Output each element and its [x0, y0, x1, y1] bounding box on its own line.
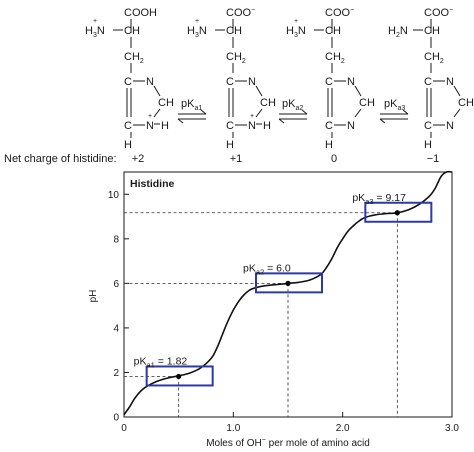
ring-ch: CH	[359, 97, 375, 109]
ring-h-left: H	[325, 139, 333, 151]
ring-ch: CH	[158, 97, 174, 109]
pka-point	[285, 280, 291, 286]
amino-group: H3N	[286, 25, 306, 39]
ring-ch: CH	[260, 97, 276, 109]
ring-nitrogen-top: N	[446, 76, 454, 88]
methylene-group: CH2	[226, 51, 246, 65]
ring-carbon-bottom: C	[424, 120, 432, 132]
x-tick-label: 1.0	[226, 423, 240, 434]
ionization-structures: COOH H3N + CH CH2 C N CH C N H H +	[85, 7, 474, 151]
equilibrium-arrow-icon	[278, 109, 308, 124]
alpha-carbon: CH	[226, 25, 242, 37]
ring-nitrogen-bottom: N	[248, 120, 256, 132]
net-charge-value: +2	[132, 153, 145, 165]
equilibrium-1: pKa1	[177, 98, 207, 124]
pka-point	[176, 373, 182, 380]
ring-charge: +	[148, 113, 152, 120]
ring-h-left: H	[424, 139, 432, 151]
titration-chart: Histidine 0 2 4 6 8 10 0 1.0 2.0 3.0 pH Moles of…	[88, 170, 459, 449]
ring-h-left: H	[226, 139, 234, 151]
ring-nitrogen-top: N	[347, 76, 355, 88]
ring-carbon-top: C	[424, 76, 432, 88]
ring-h-right: H	[161, 120, 169, 132]
net-charge-label: Net charge of histidine:	[4, 153, 117, 165]
equilibrium-pk-label: pKa2	[282, 98, 303, 112]
alpha-carbon: CH	[124, 25, 140, 37]
pka-buffer-box	[364, 201, 433, 223]
x-tick-label: 3.0	[445, 423, 459, 434]
ring-h-right: H	[263, 120, 271, 132]
equilibrium-3: pKa3	[379, 98, 409, 124]
pka-label: pKa2 = 6.0	[243, 262, 291, 276]
amino-group: H2N	[388, 25, 408, 39]
carboxyl-group: COO−	[226, 7, 255, 19]
chart-title: Histidine	[130, 178, 174, 190]
y-tick-label: 2	[113, 368, 119, 379]
ring-ch: CH	[458, 97, 474, 109]
amino-charge: +	[294, 18, 298, 25]
structure-form-1: COOH H3N + CH CH2 C N CH C N H H +	[85, 7, 174, 151]
amino-charge: +	[93, 18, 97, 25]
pka-label: pKa1 = 1.82	[134, 355, 188, 369]
y-tick-label: 0	[113, 413, 119, 424]
y-tick-label: 10	[108, 190, 120, 201]
amino-group: H3N	[187, 25, 207, 39]
ring-carbon-top: C	[325, 76, 333, 88]
ring-nitrogen-bottom: N	[347, 120, 355, 132]
methylene-group: CH2	[424, 51, 444, 65]
amino-group: H3N	[85, 25, 105, 39]
equilibrium-2: pKa2	[278, 98, 308, 124]
y-axis-label: pH	[88, 290, 99, 303]
alpha-carbon: CH	[424, 25, 440, 37]
y-tick-label: 6	[113, 279, 119, 290]
net-charge-value: +1	[230, 153, 243, 165]
net-charge-value: −1	[427, 153, 440, 165]
equilibrium-pk-label: pKa3	[384, 98, 405, 112]
ring-carbon-bottom: C	[124, 120, 132, 132]
ring-carbon-bottom: C	[325, 120, 333, 132]
ring-carbon-top: C	[226, 76, 234, 88]
ring-nitrogen-top: N	[248, 76, 256, 88]
structure-form-4: COO− H2N CH CH2 C N CH C N H	[388, 7, 474, 151]
amino-charge: +	[195, 18, 199, 25]
ring-carbon-bottom: C	[226, 120, 234, 132]
y-axis-ticks: 0 2 4 6 8 10	[108, 190, 129, 424]
carboxyl-group: COO−	[424, 7, 453, 19]
methylene-group: CH2	[124, 51, 144, 65]
ring-charge: +	[250, 113, 254, 120]
net-charge-value: 0	[331, 153, 337, 165]
pka-labels: pKa1 = 1.82 pKa2 = 6.0 pKa3 = 9.17	[134, 192, 406, 370]
pka-points	[176, 210, 400, 380]
equilibria: pKa1 pKa2 pKa3	[177, 98, 409, 124]
pka-buffer-box	[255, 272, 323, 294]
pka-point	[394, 210, 400, 216]
y-tick-label: 8	[113, 234, 119, 245]
methylene-group: CH2	[325, 51, 345, 65]
carboxyl-group: COOH	[124, 7, 157, 19]
pka-buffer-box	[145, 365, 214, 387]
equilibrium-arrow-icon	[379, 109, 409, 124]
equilibrium-pk-label: pKa1	[181, 98, 202, 112]
pka-label: pKa3 = 9.17	[352, 192, 406, 206]
structure-form-2: COO− H3N + CH CH2 C N CH C N H H +	[187, 7, 276, 151]
pka-boxes	[145, 201, 433, 387]
y-tick-label: 4	[113, 323, 119, 334]
carboxyl-group: COO−	[325, 7, 354, 19]
x-axis-label: Moles of OH− per mole of amino acid	[206, 437, 370, 449]
pka-guide-lines	[124, 212, 398, 417]
net-charge-row: Net charge of histidine: +2 +1 0 −1	[4, 153, 439, 165]
ring-nitrogen-bottom: N	[146, 120, 154, 132]
x-axis-ticks: 0 1.0 2.0 3.0	[121, 412, 459, 434]
x-tick-label: 0	[121, 423, 127, 434]
ring-carbon-top: C	[124, 76, 132, 88]
equilibrium-arrow-icon	[177, 109, 207, 124]
structure-form-3: COO− H3N + CH CH2 C N CH C N H	[286, 7, 375, 151]
ring-h-left: H	[124, 139, 132, 151]
ring-nitrogen-bottom: N	[446, 120, 454, 132]
ring-nitrogen-top: N	[146, 76, 154, 88]
alpha-carbon: CH	[325, 25, 341, 37]
x-tick-label: 2.0	[336, 423, 350, 434]
